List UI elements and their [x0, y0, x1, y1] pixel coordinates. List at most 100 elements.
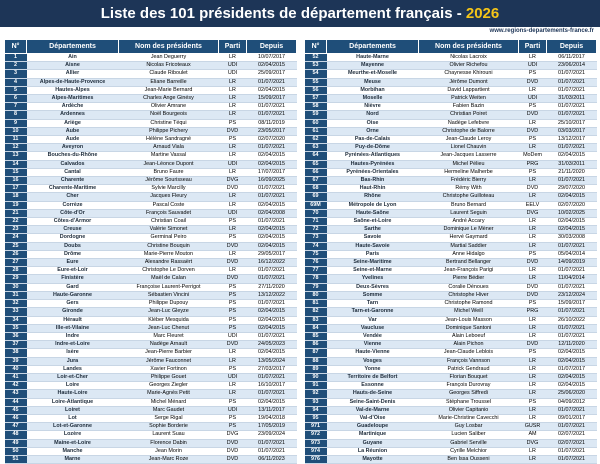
dept-name: Mayotte [326, 455, 419, 464]
since-date: 01/07/2021 [246, 143, 297, 153]
president-name: François Vannson [418, 357, 519, 366]
table-row: 14 Calvados Jean-Léonce Dupont UDI 02/04/201… [4, 160, 297, 169]
party: LR [518, 324, 547, 333]
president-name: Anne Hidalgo [418, 250, 519, 260]
since-date: 13/12/2022 [246, 291, 297, 301]
dept-number: 972 [304, 430, 327, 440]
dept-number: 84 [304, 324, 327, 333]
president-name: Jean-Marie Bernard [118, 86, 219, 96]
dept-number: 63 [304, 143, 327, 153]
since-date: 08/11/2019 [246, 119, 297, 128]
dept-name: Haute-Loire [26, 389, 119, 399]
dept-number: 70 [304, 209, 327, 219]
party: PS [518, 168, 547, 178]
president-name: Jean-Luc Gleyze [118, 307, 219, 317]
dept-number: 35 [4, 324, 27, 333]
dept-name: Eure [26, 258, 119, 268]
table-row: 9 Ariège Christine Téqui PS 08/11/2019 [4, 119, 297, 128]
party: LR [518, 233, 547, 243]
dept-name: Loiret [26, 406, 119, 415]
dept-name: Allier [26, 69, 119, 79]
party: PS [518, 250, 547, 260]
since-date: 16/10/2017 [246, 381, 297, 391]
dept-number: 6 [4, 94, 27, 104]
party: LR [218, 151, 247, 161]
party: DVD [218, 340, 247, 350]
president-name: Stéphane Troussel [418, 398, 519, 407]
dept-name: Pas-de-Calais [326, 135, 419, 145]
president-name: Jérôme Fauconnet [118, 357, 219, 366]
dept-name: Eure-et-Loir [26, 266, 119, 276]
dept-number: 42 [4, 381, 27, 391]
dept-number: 72 [304, 225, 327, 235]
since-date: 02/04/2015 [546, 192, 597, 202]
party: DVD [518, 283, 547, 292]
dept-number: 46 [4, 414, 27, 424]
dept-name: Haute-Saône [326, 209, 419, 219]
president-name: Christian Coail [118, 217, 219, 227]
president-name: Arnaud Viala [118, 143, 219, 153]
since-date: 01/07/2021 [246, 274, 297, 284]
since-date: 01/07/2021 [246, 332, 297, 342]
party: DVG [518, 439, 547, 448]
dept-number: 87 [304, 348, 327, 358]
presidents-table: N° Départements Nom des présidents Parti Dep… [4, 39, 297, 464]
dept-name: Hautes-Alpes [26, 86, 119, 96]
column-header: Départements [26, 39, 119, 54]
table-row: 43 Haute-Loire Marie-Agnès Petit LR 01/07/20… [4, 389, 297, 399]
dept-number: 23 [4, 225, 27, 235]
since-date: 16/12/2022 [246, 258, 297, 268]
since-date: 02/04/2015 [546, 348, 597, 358]
since-date: 14/09/2019 [546, 258, 597, 268]
dept-number: 61 [304, 127, 327, 137]
party: LR [518, 225, 547, 235]
dept-name: Loire [26, 381, 119, 391]
dept-number: 56 [304, 86, 327, 96]
table-row: 27 Eure Alexandre Rassaërt DVD 16/12/2022 [4, 258, 297, 268]
president-name: Christophe Hiver [418, 291, 519, 301]
table-row: 66 Pyrénées-Orientales Hermeline Malherbe P… [304, 168, 597, 178]
since-date: 02/04/2015 [546, 373, 597, 383]
president-name: Dominique Le Mèner [418, 225, 519, 235]
table-row: 95 Val-d'Oise Marie-Christine Cavecchi LR 09… [304, 414, 597, 424]
since-date: 16/09/2025 [246, 176, 297, 186]
dept-name: Loire-Atlantique [26, 398, 119, 407]
dept-name: Landes [26, 365, 119, 374]
dept-name: Somme [326, 291, 419, 301]
since-date: 02/04/2015 [246, 307, 297, 317]
table-row: 90 Territoire de Belfort Florian Bouquet LR… [304, 373, 597, 383]
dept-number: 86 [304, 340, 327, 350]
president-name: Laurent Suau [118, 430, 219, 440]
party: PS [518, 299, 547, 309]
dept-number: 68 [304, 184, 327, 194]
dept-name: Gers [26, 299, 119, 309]
since-date: 03/03/2017 [546, 127, 597, 137]
party: LR [518, 176, 547, 186]
dept-name: Rhône [326, 192, 419, 202]
table-row: 31 Haute-Garonne Sébastien Vincini PS 13/12/… [4, 291, 297, 301]
dept-name: Hautes-Pyrénées [326, 160, 419, 169]
party: LR [218, 348, 247, 358]
president-name: Jean Deguerry [118, 53, 219, 63]
dept-name: Yvelines [326, 274, 419, 284]
table-row: 44 Loire-Atlantique Michel Ménard PS 02/04/2… [4, 398, 297, 407]
party: PS [218, 324, 247, 333]
table-row: 76 Seine-Maritime Bertrand Bellanger DVD 14/… [304, 258, 597, 268]
dept-number: 17 [4, 184, 27, 194]
table-row: 69 Rhône Christophe Guilloteau LR 02/04/2015 [304, 192, 597, 202]
table-row: 74 Haute-Savoie Martial Saddier LR 01/07/202… [304, 242, 597, 251]
since-date: 23/09/2024 [246, 430, 297, 440]
since-date: 02/04/2015 [246, 398, 297, 407]
since-date: 10/07/2017 [246, 53, 297, 63]
dept-number: 81 [304, 299, 327, 309]
party: PRG [518, 160, 547, 169]
since-date: 02/04/2015 [246, 348, 297, 358]
president-name: Ben Issa Ousseni [418, 455, 519, 464]
dept-name: Corrèze [26, 201, 119, 210]
dept-name: Côtes-d'Armor [26, 217, 119, 227]
dept-name: Haut-Rhin [326, 184, 419, 194]
since-date: 01/07/2021 [546, 86, 597, 96]
president-name: Christophe Guilloteau [418, 192, 519, 202]
party: LR [218, 389, 247, 399]
dept-name: Yonne [326, 365, 419, 374]
